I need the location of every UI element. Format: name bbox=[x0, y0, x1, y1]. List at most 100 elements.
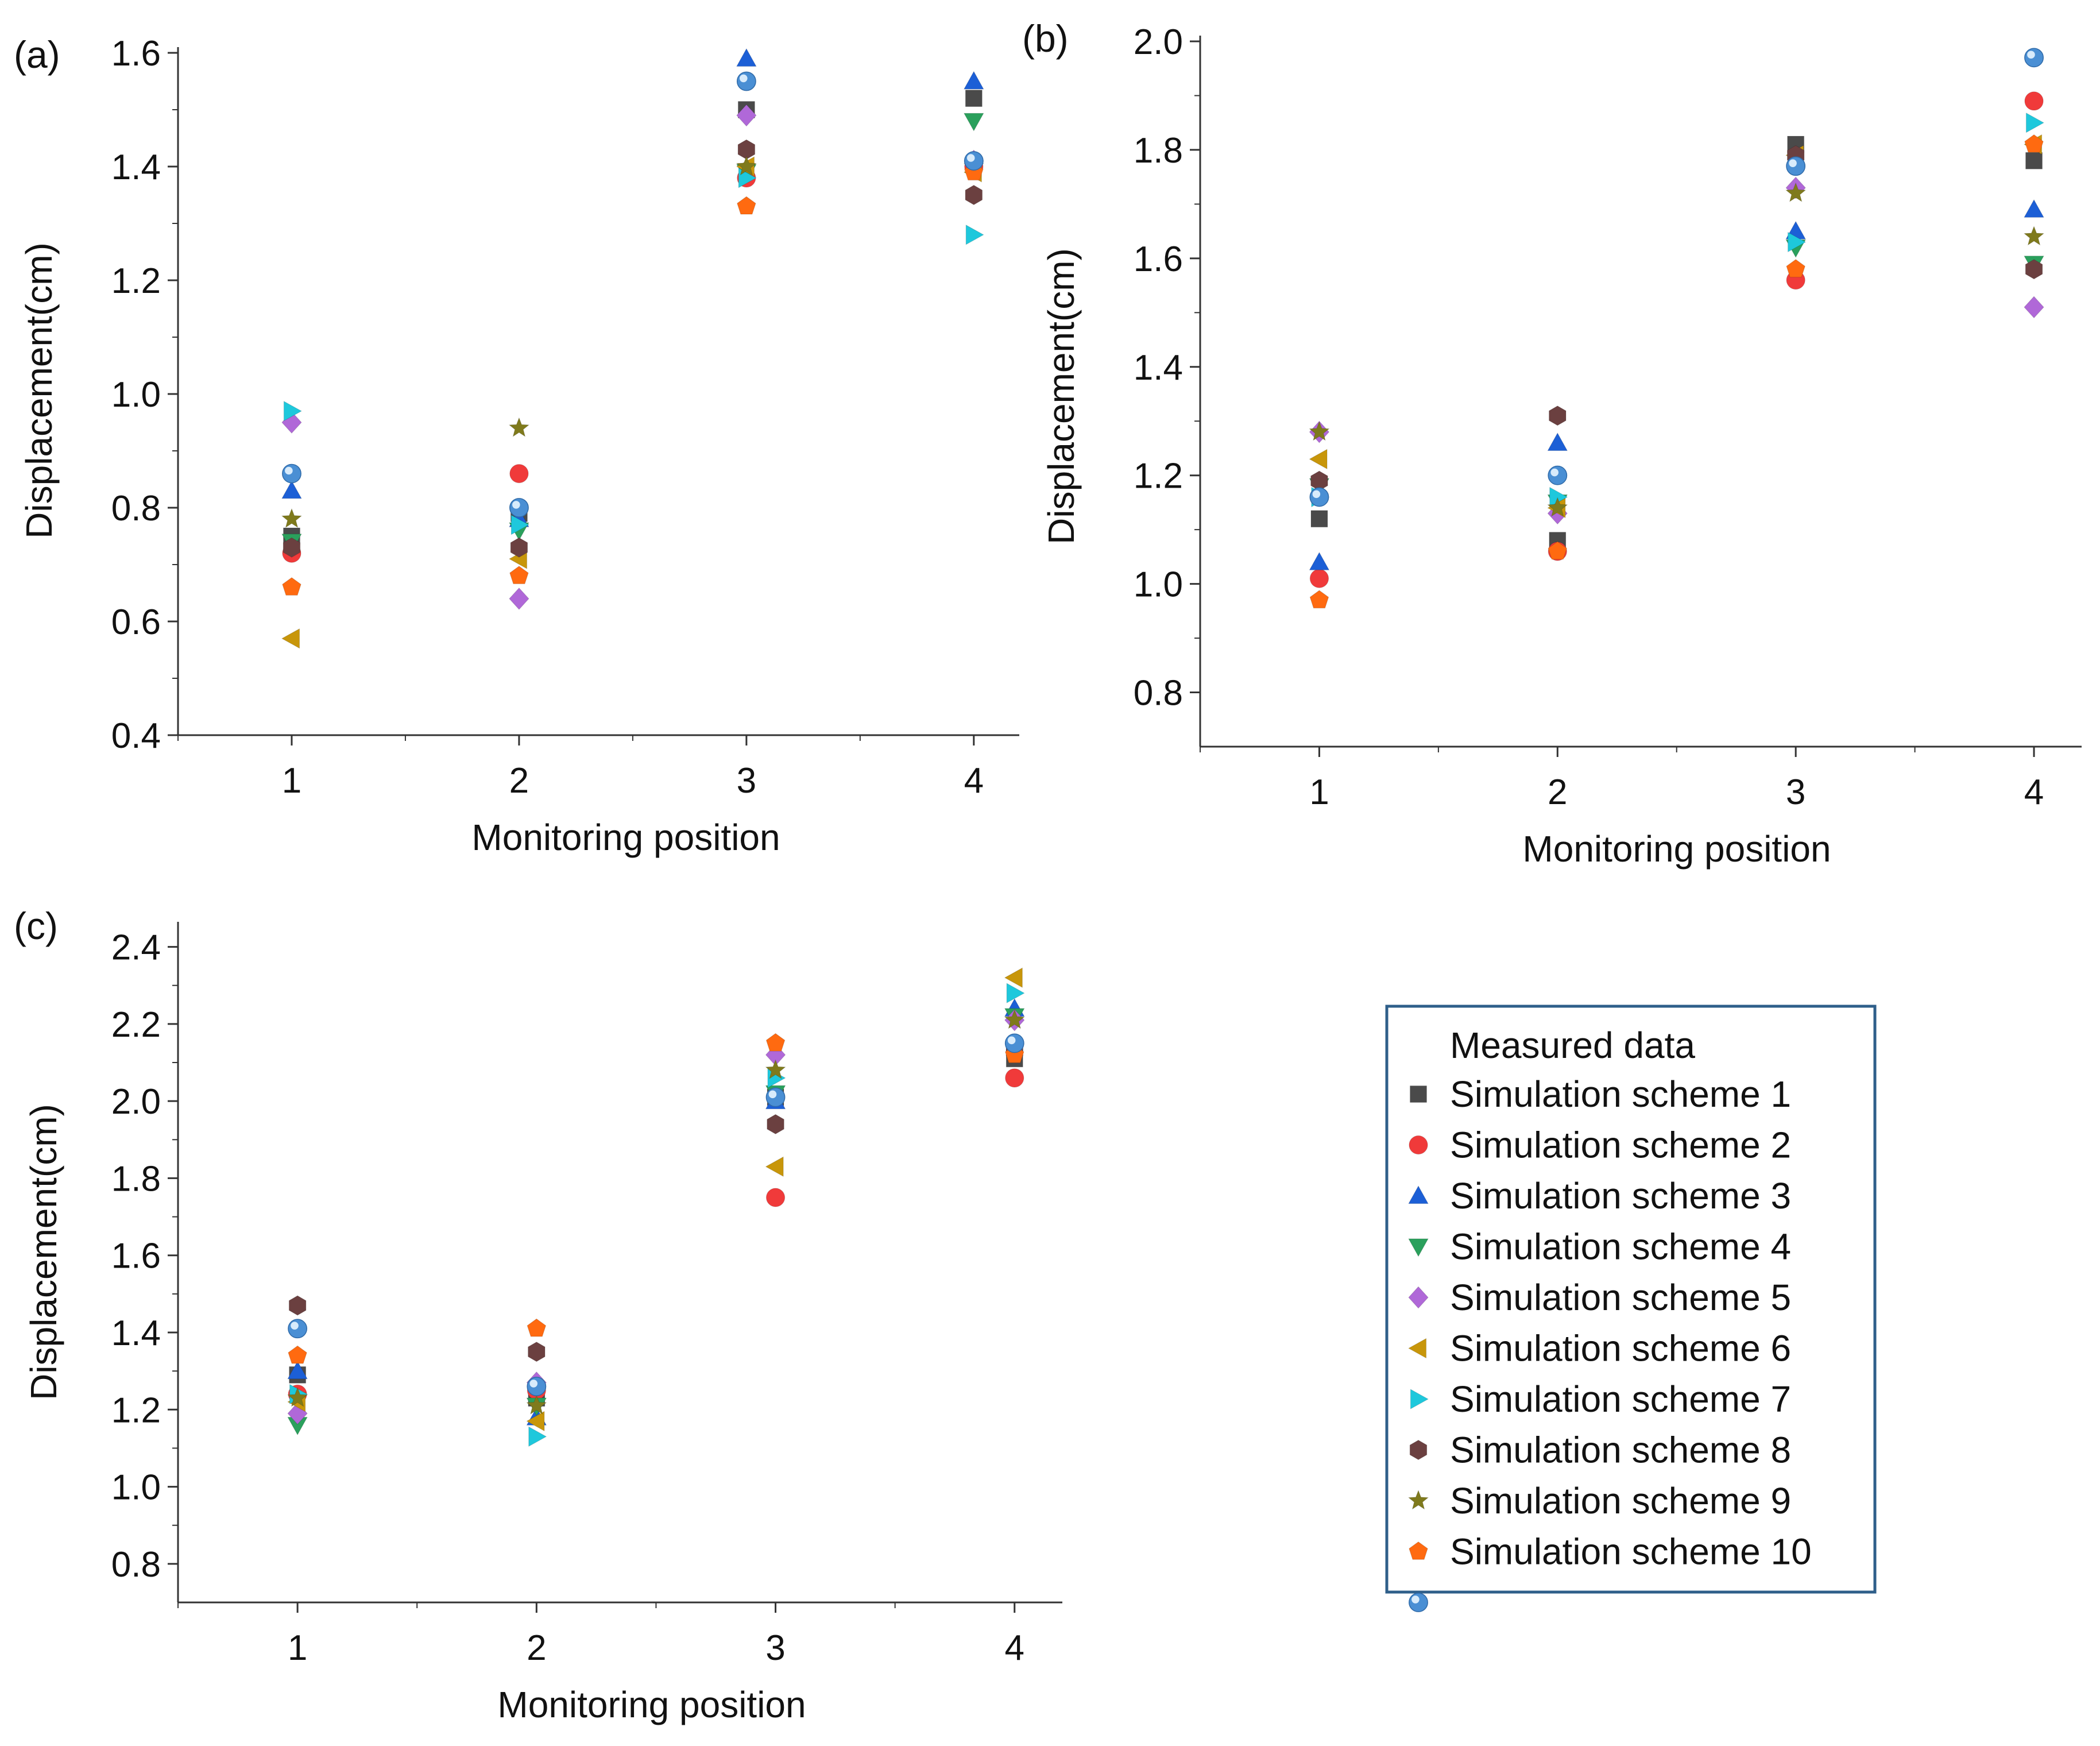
legend-marker-star bbox=[1407, 1489, 1429, 1510]
point-simulation-scheme-7-pos-2 bbox=[511, 514, 529, 535]
point-simulation-scheme-8-pos-2 bbox=[1549, 405, 1567, 426]
panel-label: (a) bbox=[14, 33, 60, 76]
y-tick-label: 1.0 bbox=[1134, 565, 1183, 605]
x-tick-label: 4 bbox=[1005, 1628, 1024, 1668]
x-tick-label: 4 bbox=[2024, 772, 2044, 812]
point-simulation-scheme-10-pos-3 bbox=[765, 1033, 786, 1052]
point-simulation-scheme-7-pos-4 bbox=[965, 224, 984, 245]
point-simulation-scheme-5-pos-2 bbox=[509, 587, 529, 610]
legend-marker-pentagon bbox=[1409, 1541, 1428, 1560]
point-simulation-scheme-9-pos-3 bbox=[736, 155, 757, 176]
point-simulation-scheme-6-pos-2 bbox=[526, 1411, 545, 1432]
point-measured-data-pos-1 bbox=[288, 1319, 308, 1339]
legend-marker-circle bbox=[1409, 1135, 1428, 1155]
y-tick-label: 2.0 bbox=[1134, 22, 1183, 62]
legend-box bbox=[1385, 1005, 1877, 1594]
point-simulation-scheme-2-pos-4 bbox=[2024, 91, 2044, 111]
x-axis-title: Monitoring position bbox=[1522, 828, 1831, 870]
data-points bbox=[1309, 48, 2045, 609]
legend-label: Simulation scheme 9 bbox=[1450, 1480, 1791, 1521]
y-axis-title: Displacement(cm) bbox=[18, 242, 60, 539]
point-simulation-scheme-6-pos-1 bbox=[1309, 449, 1328, 470]
y-tick-label: 2.2 bbox=[111, 1005, 161, 1045]
legend-marker-diamond bbox=[1408, 1286, 1429, 1309]
point-simulation-scheme-3-pos-3 bbox=[736, 48, 757, 67]
point-simulation-scheme-10-pos-3 bbox=[1786, 259, 1805, 277]
y-tick-label: 0.6 bbox=[111, 602, 161, 642]
y-tick-label: 2.0 bbox=[111, 1082, 161, 1122]
legend-entry: Simulation scheme 7 bbox=[1410, 1378, 1791, 1420]
point-simulation-scheme-9-pos-1 bbox=[1309, 420, 1330, 441]
legend-label: Simulation scheme 5 bbox=[1450, 1277, 1791, 1318]
point-simulation-scheme-10-pos-2 bbox=[1548, 541, 1568, 560]
point-measured-data-pos-1 bbox=[1309, 487, 1329, 507]
point-simulation-scheme-10-pos-2 bbox=[509, 566, 529, 585]
point-measured-data-pos-4 bbox=[1004, 1033, 1024, 1053]
point-simulation-scheme-9-pos-2 bbox=[526, 1395, 547, 1415]
legend-label: Simulation scheme 1 bbox=[1450, 1073, 1791, 1115]
legend-entry: Simulation scheme 4 bbox=[1408, 1226, 1791, 1268]
y-tick-label: 1.6 bbox=[111, 34, 161, 74]
legend-label: Simulation scheme 4 bbox=[1450, 1226, 1791, 1268]
point-measured-data-pos-3 bbox=[1786, 156, 1806, 176]
legend-entry: Simulation scheme 8 bbox=[1409, 1430, 1791, 1471]
y-tick-label: 1.2 bbox=[111, 261, 161, 301]
y-tick-label: 0.8 bbox=[1134, 674, 1183, 713]
legend-entry: Simulation scheme 3 bbox=[1408, 1175, 1791, 1216]
x-tick-label: 1 bbox=[288, 1628, 307, 1668]
point-simulation-scheme-7-pos-4 bbox=[2025, 112, 2045, 133]
x-tick-label: 4 bbox=[964, 761, 984, 801]
point-simulation-scheme-3-pos-1 bbox=[1309, 551, 1330, 570]
y-tick-label: 1.8 bbox=[1134, 131, 1183, 171]
point-simulation-scheme-4-pos-4 bbox=[963, 113, 984, 132]
panel-label: (b) bbox=[1022, 17, 1069, 60]
point-simulation-scheme-1-pos-1 bbox=[1310, 510, 1328, 528]
point-simulation-scheme-2-pos-2 bbox=[509, 463, 529, 484]
legend-label: Simulation scheme 2 bbox=[1450, 1125, 1791, 1166]
data-points bbox=[281, 48, 985, 649]
x-tick-label: 1 bbox=[1309, 772, 1329, 812]
legend-marker-triangle-right bbox=[1410, 1389, 1429, 1409]
point-simulation-scheme-3-pos-1 bbox=[281, 480, 302, 499]
point-simulation-scheme-3-pos-4 bbox=[963, 71, 984, 90]
point-simulation-scheme-9-pos-4 bbox=[1004, 1009, 1026, 1029]
legend-entry: Simulation scheme 10 bbox=[1409, 1531, 1812, 1573]
point-simulation-scheme-9-pos-4 bbox=[2023, 225, 2045, 246]
legend-entry: Simulation scheme 9 bbox=[1407, 1480, 1791, 1521]
point-simulation-scheme-6-pos-4 bbox=[1004, 967, 1023, 988]
point-simulation-scheme-8-pos-4 bbox=[965, 184, 983, 206]
panel-c: 0.8 1.0 1.2 1.4 1.6 1.8 2.0 2.2 2.4 1 2 3 4 (c) Monito… bbox=[14, 905, 1062, 1725]
point-simulation-scheme-2-pos-1 bbox=[1309, 569, 1329, 588]
y-tick-label: 1.4 bbox=[111, 148, 161, 187]
point-simulation-scheme-1-pos-4 bbox=[2025, 152, 2043, 169]
point-simulation-scheme-8-pos-3 bbox=[767, 1114, 784, 1135]
legend-marker-triangle-down bbox=[1408, 1238, 1429, 1257]
x-tick-label: 2 bbox=[509, 761, 529, 801]
point-simulation-scheme-3-pos-4 bbox=[2024, 199, 2044, 218]
point-simulation-scheme-10-pos-3 bbox=[737, 196, 756, 215]
point-simulation-scheme-10-pos-1 bbox=[288, 1345, 307, 1364]
point-simulation-scheme-9-pos-1 bbox=[281, 508, 303, 528]
x-axis-title: Monitoring position bbox=[471, 817, 780, 858]
x-tick-label: 3 bbox=[1786, 772, 1805, 812]
point-measured-data-pos-2 bbox=[509, 498, 529, 517]
legend-label: Simulation scheme 7 bbox=[1450, 1378, 1791, 1420]
point-simulation-scheme-5-pos-3 bbox=[736, 104, 757, 127]
point-measured-data-pos-2 bbox=[1548, 465, 1568, 485]
y-tick-label: 1.0 bbox=[111, 375, 161, 415]
point-simulation-scheme-9-pos-2 bbox=[508, 417, 530, 437]
point-simulation-scheme-7-pos-2 bbox=[528, 1426, 547, 1447]
legend-entry: Simulation scheme 1 bbox=[1410, 1073, 1791, 1115]
point-simulation-scheme-10-pos-1 bbox=[282, 577, 301, 596]
panel-a: 0.4 0.6 0.8 1.0 1.2 1.4 1.6 1 2 3 4 (a) Monitoring p… bbox=[14, 33, 1019, 858]
legend-title: Measured data bbox=[1450, 1025, 1695, 1066]
point-simulation-scheme-8-pos-2 bbox=[510, 537, 528, 558]
legend-entry bbox=[1409, 1593, 1428, 1612]
y-tick-label: 1.2 bbox=[111, 1390, 161, 1430]
x-tick-label: 1 bbox=[282, 761, 301, 801]
point-simulation-scheme-2-pos-4 bbox=[1005, 1068, 1024, 1088]
point-simulation-scheme-1-pos-4 bbox=[965, 90, 983, 107]
x-tick-label: 3 bbox=[737, 761, 756, 801]
legend-label: Simulation scheme 6 bbox=[1450, 1328, 1791, 1369]
